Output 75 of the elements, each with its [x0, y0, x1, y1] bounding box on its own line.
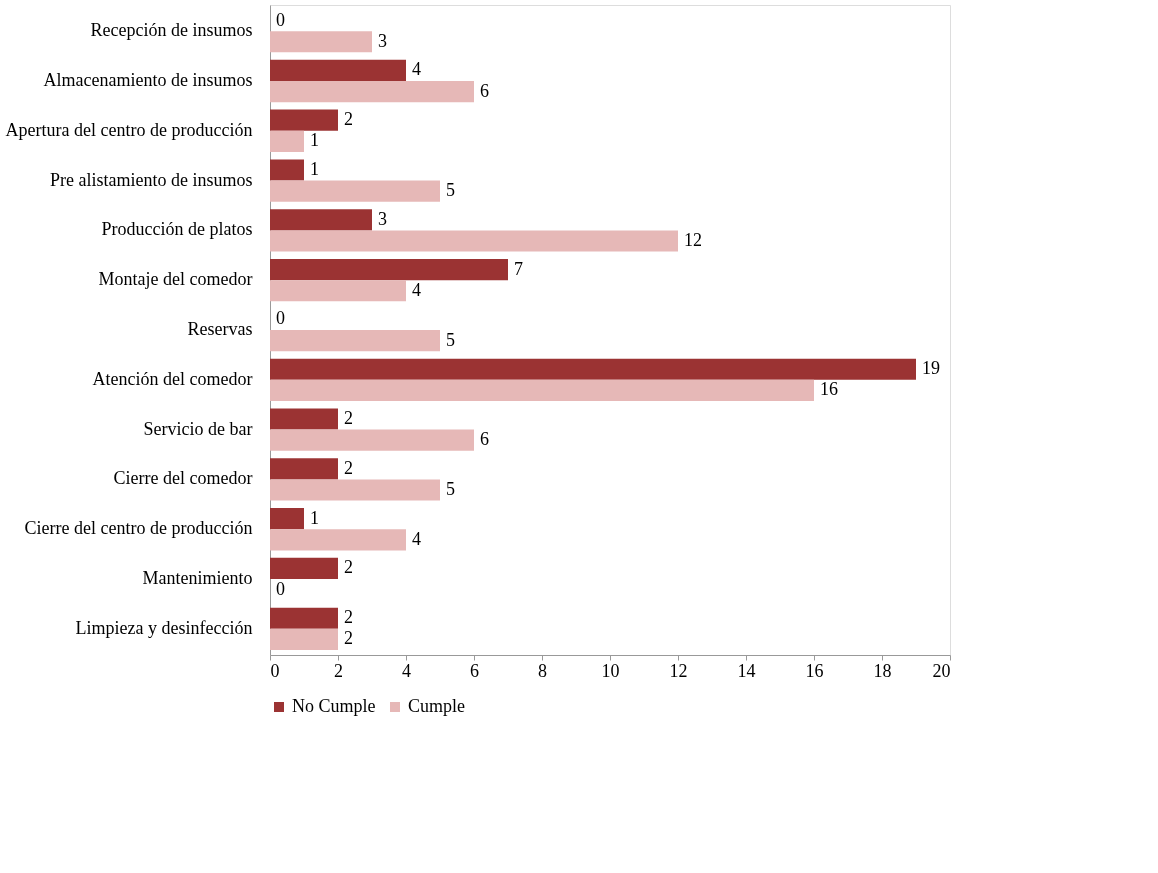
bar: [270, 209, 372, 231]
bar: [270, 529, 406, 551]
data-label: 12: [684, 229, 702, 250]
data-label: 19: [922, 358, 940, 379]
legend-label: Cumple: [408, 696, 466, 716]
y-tick-label: Limpieza y desinfección: [75, 617, 253, 638]
x-tick-label: 14: [737, 660, 756, 681]
y-tick-label: Mantenimiento: [142, 568, 253, 589]
bar: [270, 80, 474, 103]
data-label: 5: [446, 479, 455, 500]
bar: [270, 230, 678, 252]
data-label: 6: [480, 80, 489, 101]
data-label: 4: [412, 528, 421, 549]
bar: [270, 408, 338, 430]
data-label: 1: [310, 130, 319, 151]
bar: [270, 358, 916, 380]
bar: [270, 259, 508, 281]
bar: [270, 379, 814, 401]
bar: [270, 280, 406, 302]
data-label: 2: [344, 408, 353, 429]
bar: [270, 109, 338, 131]
x-tick-label: 4: [402, 660, 411, 681]
bar: [270, 429, 474, 451]
data-label: 1: [310, 158, 319, 179]
y-tick-label: Apertura del centro de producción: [5, 119, 253, 140]
x-tick-label: 16: [805, 660, 824, 681]
bar: [270, 508, 304, 530]
data-label: 1: [310, 507, 319, 528]
data-label: 0: [276, 308, 285, 329]
bar: [270, 330, 440, 352]
x-tick-label: 10: [601, 660, 620, 681]
bar: [270, 628, 338, 651]
bar: [270, 59, 406, 81]
bar: [270, 180, 440, 202]
data-label: 2: [344, 457, 353, 478]
data-label: 2: [344, 628, 353, 649]
data-label: 16: [820, 379, 838, 400]
bar: [270, 159, 304, 181]
x-tick-label: 18: [873, 660, 892, 681]
data-label: 3: [378, 30, 387, 51]
x-tick-label: 8: [538, 660, 547, 681]
bar: [270, 557, 338, 580]
x-tick-label: 12: [669, 660, 688, 681]
data-label: 5: [446, 180, 455, 201]
data-label: 4: [412, 279, 421, 300]
x-tick-label: 0: [270, 660, 280, 681]
data-label: 0: [276, 578, 285, 599]
y-tick-label: Cierre del comedor: [113, 468, 253, 489]
data-label: 5: [446, 329, 455, 350]
x-tick-label: 20: [932, 660, 951, 681]
bar: [270, 458, 338, 480]
data-label: 2: [344, 557, 353, 578]
data-label: 3: [378, 208, 387, 229]
bar: [270, 479, 440, 501]
y-tick-label: Montaje del comedor: [98, 269, 253, 290]
y-tick-label: Pre alistamiento de insumos: [50, 169, 253, 190]
bar: [270, 31, 372, 53]
data-label: 0: [276, 9, 285, 30]
data-label: 6: [480, 429, 489, 450]
x-tick-label: 2: [334, 660, 343, 681]
data-label: 7: [514, 258, 523, 279]
y-tick-label: Recepción de insumos: [90, 20, 253, 41]
legend-label: No Cumple: [292, 696, 376, 716]
y-tick-label: Producción de platos: [101, 219, 253, 240]
y-tick-label: Atención del comedor: [92, 368, 253, 389]
y-tick-label: Servicio de bar: [143, 418, 253, 439]
y-tick-label: Almacenamiento de insumos: [43, 69, 253, 90]
data-label: 2: [344, 607, 353, 628]
data-label: 2: [344, 109, 353, 130]
x-tick-label: 6: [470, 660, 479, 681]
y-tick-label: Cierre del centro de producción: [24, 518, 253, 539]
bar: [270, 130, 304, 152]
y-tick-label: Reservas: [187, 319, 253, 339]
bar: [270, 607, 338, 629]
data-label: 4: [412, 59, 421, 80]
